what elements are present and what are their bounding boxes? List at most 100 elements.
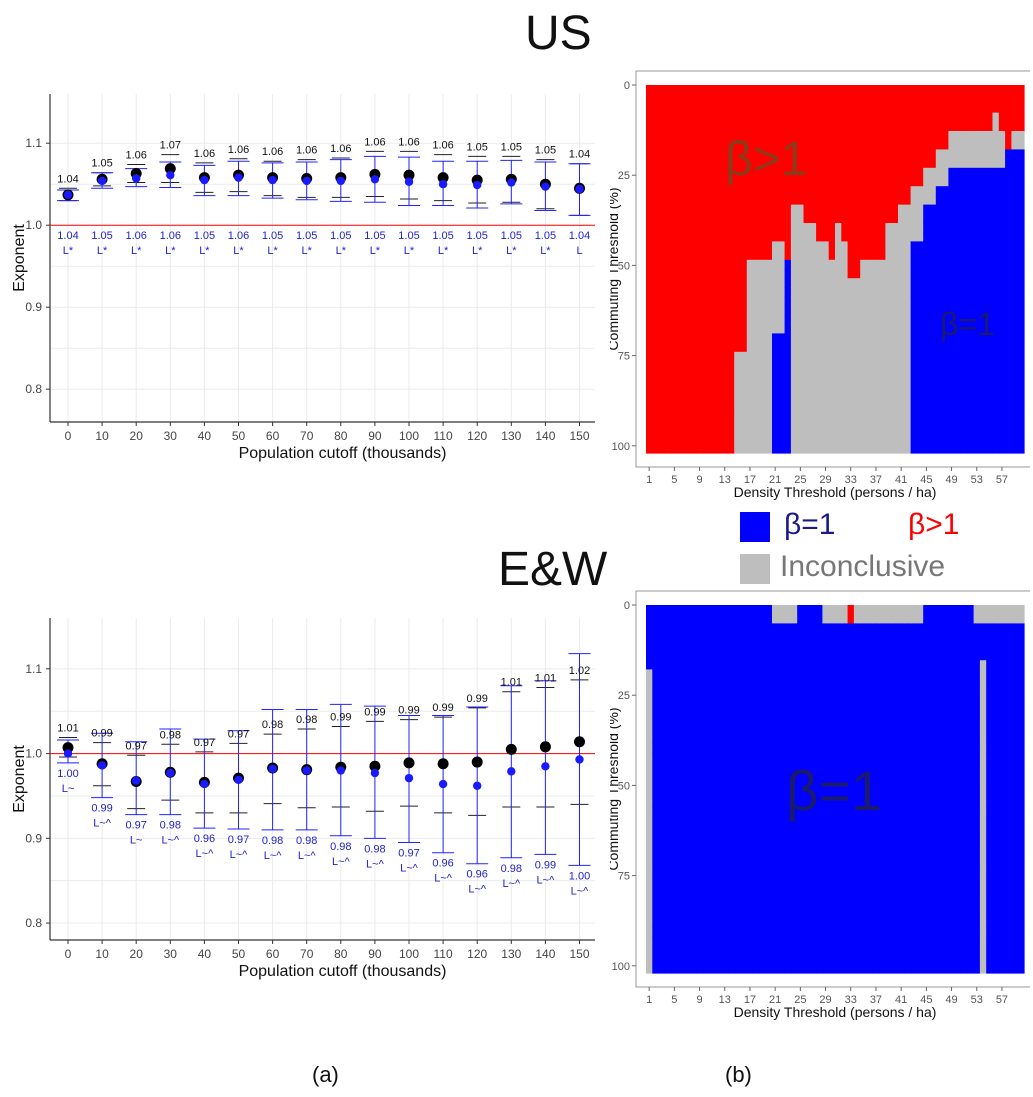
black-value-label: 0.98 bbox=[262, 719, 283, 731]
heat-cell bbox=[746, 416, 754, 426]
heat-cell bbox=[797, 167, 805, 178]
heat-cell bbox=[828, 287, 836, 298]
heat-cell bbox=[727, 121, 735, 132]
heat-cell bbox=[715, 927, 723, 937]
heat-cell bbox=[721, 204, 729, 215]
heat-cell bbox=[841, 835, 849, 845]
heat-cell bbox=[935, 660, 943, 670]
heat-cell bbox=[822, 605, 830, 615]
heat-cell bbox=[828, 388, 836, 399]
heat-cell bbox=[683, 963, 691, 974]
heat-cell bbox=[923, 94, 931, 104]
heat-cell bbox=[658, 844, 666, 854]
heat-cell bbox=[652, 899, 660, 910]
heat-cell bbox=[727, 890, 735, 900]
x-tick-label: 10 bbox=[95, 947, 109, 961]
heat-cell bbox=[816, 945, 823, 956]
heat-cell bbox=[652, 213, 660, 224]
heat-cell bbox=[841, 388, 849, 399]
heat-cell bbox=[847, 333, 855, 344]
heat-cell bbox=[916, 789, 924, 799]
heat-cell bbox=[948, 963, 956, 974]
heat-cell bbox=[866, 770, 874, 781]
heat-cell bbox=[1017, 149, 1025, 160]
heat-cell bbox=[746, 379, 754, 390]
heat-cell bbox=[809, 963, 817, 974]
heat-cell bbox=[727, 259, 735, 270]
heat-cell bbox=[948, 278, 956, 288]
heat-cell bbox=[923, 651, 931, 661]
heat-cell bbox=[942, 660, 949, 670]
heat-cell bbox=[898, 103, 905, 114]
heat-cell bbox=[690, 687, 697, 698]
heat-cell bbox=[683, 917, 691, 928]
heat-cell bbox=[683, 954, 691, 965]
heat-cell bbox=[898, 232, 905, 242]
heat-cell bbox=[879, 761, 886, 772]
heat-cell bbox=[923, 232, 931, 242]
heat-cell bbox=[898, 862, 905, 873]
heat-cell bbox=[879, 963, 886, 974]
heat-cell bbox=[677, 315, 685, 325]
heat-cell bbox=[841, 669, 849, 680]
heat-cell bbox=[885, 945, 893, 956]
heat-cell bbox=[904, 149, 912, 160]
heat-cell bbox=[784, 324, 792, 334]
heat-cell bbox=[709, 425, 716, 436]
heat-cell bbox=[822, 954, 830, 965]
heat-cell bbox=[790, 407, 798, 417]
heat-cell bbox=[709, 825, 716, 836]
heat-cell bbox=[759, 752, 767, 762]
heat-cell bbox=[847, 305, 855, 316]
heat-cell bbox=[702, 789, 710, 799]
heat-cell bbox=[721, 678, 729, 689]
heat-cell bbox=[753, 835, 760, 845]
heat-cell bbox=[898, 835, 905, 845]
heat-cell bbox=[904, 94, 912, 104]
heat-cell bbox=[702, 825, 710, 836]
heat-cell bbox=[923, 871, 931, 882]
heat-cell bbox=[765, 871, 773, 882]
heat-cell bbox=[835, 370, 842, 380]
heat-cell bbox=[646, 158, 653, 169]
heat-cell bbox=[986, 351, 994, 362]
heat-cell bbox=[658, 296, 666, 307]
heat-cell bbox=[652, 835, 660, 845]
heat-cell bbox=[753, 287, 760, 298]
heat-cell bbox=[954, 927, 962, 937]
heat-cell bbox=[740, 752, 748, 762]
heat-cell bbox=[904, 296, 912, 307]
heat-cell bbox=[658, 158, 666, 169]
heat-cell bbox=[809, 614, 817, 624]
heat-cell bbox=[772, 232, 779, 242]
heat-cell bbox=[885, 936, 893, 946]
heat-cell bbox=[841, 204, 849, 215]
heat-cell bbox=[759, 149, 767, 160]
heat-cell bbox=[696, 167, 704, 178]
heat-cell bbox=[835, 149, 842, 160]
heat-cell bbox=[942, 278, 949, 288]
heat-cell bbox=[961, 899, 968, 910]
heat-cell bbox=[916, 761, 924, 772]
heat-cell bbox=[860, 890, 868, 900]
heat-cell bbox=[898, 241, 905, 252]
heat-cell bbox=[784, 871, 792, 882]
heat-cell bbox=[904, 333, 912, 344]
heat-cell bbox=[948, 121, 956, 132]
heat-cell bbox=[677, 167, 685, 178]
heat-cell bbox=[853, 397, 861, 408]
heat-cell bbox=[772, 954, 779, 965]
heat-cell bbox=[759, 204, 767, 215]
heat-cell bbox=[664, 223, 672, 233]
heat-cell bbox=[790, 963, 798, 974]
heat-cell bbox=[866, 269, 874, 279]
heat-cell bbox=[727, 186, 735, 196]
heat-cell bbox=[961, 195, 968, 206]
heat-cell bbox=[872, 936, 880, 946]
heat-cell bbox=[715, 232, 723, 242]
heat-cell bbox=[910, 425, 918, 436]
y-tick-label: 25 bbox=[618, 170, 630, 182]
heat-cell bbox=[784, 881, 792, 891]
heat-cell bbox=[879, 269, 886, 279]
heat-cell bbox=[853, 241, 861, 252]
